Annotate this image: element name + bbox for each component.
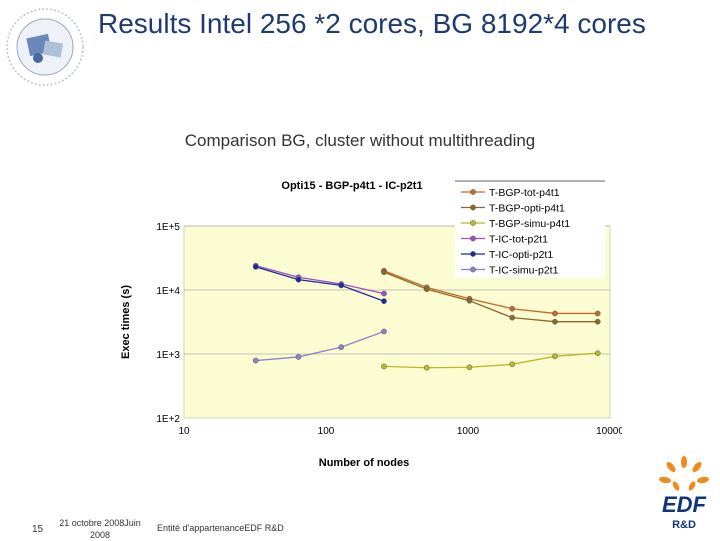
data-point bbox=[295, 276, 302, 283]
data-point bbox=[594, 350, 601, 357]
data-point bbox=[381, 363, 387, 370]
data-point bbox=[594, 318, 601, 325]
legend-label: T-BGP-simu-p4t1 bbox=[489, 218, 570, 230]
data-point bbox=[594, 310, 601, 317]
exec-time-chart: Opti15 - BGP-p4t1 - IC-p2t1 Number of no… bbox=[112, 172, 622, 472]
x-tick-label: 10 bbox=[178, 426, 190, 437]
data-point bbox=[509, 314, 516, 321]
legend-label: T-BGP-opti-p4t1 bbox=[489, 203, 565, 215]
data-point bbox=[466, 364, 473, 371]
sun-icon bbox=[659, 456, 709, 491]
page-number: 15 bbox=[32, 524, 44, 535]
x-tick-label: 10000 bbox=[596, 426, 622, 437]
data-point bbox=[423, 286, 430, 293]
legend-swatch-marker bbox=[470, 189, 476, 195]
series-line bbox=[255, 266, 385, 302]
footer-entity: Entité d'appartenanceEDF R&D bbox=[157, 523, 284, 533]
x-axis-label: Number of nodes bbox=[319, 457, 409, 469]
legend-entry: T-BGP-simu-p4t1 bbox=[461, 218, 570, 230]
data-point bbox=[381, 290, 387, 297]
series-line bbox=[383, 352, 598, 369]
data-point bbox=[552, 353, 558, 360]
legend-entry: T-BGP-tot-p4t1 bbox=[461, 187, 560, 199]
legend-swatch-marker bbox=[470, 204, 476, 211]
data-point bbox=[423, 364, 430, 371]
data-point bbox=[338, 282, 345, 289]
x-tick-label: 1000 bbox=[457, 426, 480, 437]
data-point bbox=[381, 298, 387, 304]
series-t-bgp-simu-p4t1 bbox=[381, 350, 601, 371]
y-tick-label: 1E+4 bbox=[156, 286, 180, 297]
series-t-ic-simu-p2t1 bbox=[252, 328, 387, 364]
legend-entry: T-IC-opti-p2t1 bbox=[461, 249, 553, 261]
data-point bbox=[252, 357, 259, 364]
edf-logo: EDF R&D bbox=[652, 456, 716, 536]
data-point bbox=[252, 263, 259, 270]
series-t-ic-opti-p2t1 bbox=[252, 263, 387, 304]
data-point bbox=[295, 354, 302, 360]
legend-label: T-IC-opti-p2t1 bbox=[489, 249, 553, 261]
legend-entry: T-IC-simu-p2t1 bbox=[461, 265, 559, 277]
data-point bbox=[509, 305, 516, 312]
legend-swatch-marker bbox=[470, 251, 476, 257]
chart-title: Opti15 - BGP-p4t1 - IC-p2t1 bbox=[281, 180, 422, 192]
edf-wordmark: EDF bbox=[662, 492, 707, 517]
legend-swatch-marker bbox=[470, 220, 476, 226]
legend-entry: T-IC-tot-p2t1 bbox=[461, 234, 548, 246]
series-line bbox=[383, 271, 598, 323]
slide-title: Results Intel 256 *2 cores, BG 8192*4 co… bbox=[98, 8, 646, 39]
legend-swatch-marker bbox=[470, 235, 476, 242]
y-tick-label: 1E+2 bbox=[156, 414, 180, 425]
legend-label: T-IC-tot-p2t1 bbox=[489, 234, 548, 246]
data-point bbox=[466, 297, 473, 304]
data-point bbox=[552, 318, 558, 325]
footer-date: 21 octobre 2008Juin 2008 bbox=[59, 518, 141, 540]
data-point bbox=[338, 344, 345, 350]
series-t-bgp-opti-p4t1 bbox=[381, 269, 601, 325]
y-tick-label: 1E+5 bbox=[156, 222, 180, 233]
series-line bbox=[383, 270, 598, 315]
legend-box bbox=[455, 181, 605, 278]
data-point bbox=[381, 328, 387, 335]
series-line bbox=[255, 330, 385, 362]
legend-entry: T-BGP-opti-p4t1 bbox=[461, 203, 565, 215]
series-line bbox=[255, 265, 385, 295]
y-tick-label: 1E+3 bbox=[156, 350, 180, 361]
legend-swatch-marker bbox=[470, 266, 476, 273]
x-tick-label: 100 bbox=[318, 426, 335, 437]
edf-rd: R&D bbox=[672, 519, 696, 531]
slide-subtitle: Comparison BG, cluster without multithre… bbox=[184, 131, 536, 150]
legend-label: T-BGP-tot-p4t1 bbox=[489, 187, 560, 199]
institution-logo bbox=[4, 6, 86, 88]
data-point bbox=[509, 361, 516, 368]
y-axis-label: Exec times (s) bbox=[120, 285, 132, 359]
data-point bbox=[381, 269, 387, 276]
data-point bbox=[552, 310, 558, 317]
legend-label: T-IC-simu-p2t1 bbox=[489, 265, 559, 277]
